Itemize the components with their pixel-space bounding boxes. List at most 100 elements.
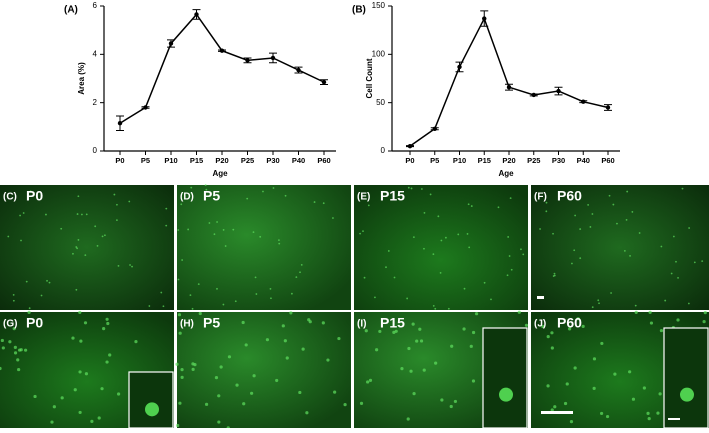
cell	[285, 356, 289, 360]
cell	[313, 201, 316, 203]
cell	[374, 296, 376, 299]
cell	[407, 186, 410, 189]
data-point	[270, 55, 276, 61]
data-point	[321, 79, 327, 85]
cell	[105, 317, 109, 321]
panel-age: P15	[380, 315, 405, 331]
cell	[466, 233, 469, 235]
cell	[17, 367, 21, 372]
cell	[688, 227, 691, 229]
cell	[598, 302, 600, 305]
data-point	[219, 48, 225, 53]
cell	[418, 327, 422, 331]
scale-bar	[668, 418, 680, 420]
cell	[252, 374, 256, 378]
cell	[676, 318, 680, 322]
cell	[550, 408, 554, 412]
panel-age: P5	[203, 315, 220, 331]
cell	[191, 307, 194, 310]
panel-letter: (D)	[180, 192, 194, 203]
cell	[305, 411, 309, 415]
cell	[550, 331, 554, 335]
cell	[599, 411, 604, 416]
panel-letter: (H)	[180, 319, 194, 330]
cell	[563, 401, 568, 406]
cell	[281, 324, 285, 328]
cell	[420, 188, 423, 190]
cell	[322, 202, 325, 205]
cell	[23, 348, 28, 352]
cell	[646, 411, 650, 415]
cell	[222, 303, 225, 306]
cell	[412, 392, 416, 396]
cell	[12, 299, 15, 302]
cell	[190, 186, 193, 189]
cell	[608, 194, 611, 197]
cell	[50, 420, 54, 424]
cell	[8, 340, 12, 344]
x-tick-label: P10	[164, 156, 177, 165]
cell	[79, 339, 83, 343]
cell	[269, 287, 272, 290]
cell	[298, 390, 302, 395]
cell	[191, 362, 195, 366]
cell	[48, 281, 51, 284]
cell	[634, 304, 637, 307]
cell	[84, 254, 87, 256]
data-point	[581, 99, 586, 104]
cell	[94, 225, 97, 228]
cell	[600, 341, 604, 346]
cell	[73, 388, 77, 392]
panel-age: P60	[557, 315, 582, 331]
inset-cell	[145, 402, 159, 417]
cell	[187, 228, 190, 231]
inset	[128, 371, 174, 429]
cell	[290, 292, 293, 295]
cell	[440, 398, 444, 402]
cell	[623, 249, 626, 252]
cell	[656, 411, 660, 415]
cell	[213, 233, 216, 236]
cell	[628, 370, 632, 374]
cell	[219, 365, 223, 369]
cell	[78, 310, 82, 315]
panel-age: P60	[557, 188, 582, 204]
cell	[12, 293, 15, 296]
data-point	[117, 121, 123, 126]
cell	[1, 346, 5, 350]
cell	[265, 338, 270, 342]
panel-letter: (F)	[534, 192, 547, 203]
panel-label: (B)	[352, 5, 366, 16]
cell	[687, 302, 690, 305]
cell	[375, 348, 379, 352]
cell	[520, 248, 522, 251]
cell	[434, 361, 438, 365]
cell	[76, 247, 79, 250]
cell	[326, 358, 330, 362]
cell	[629, 254, 631, 257]
cell	[40, 294, 43, 297]
cell	[573, 366, 577, 370]
cell	[116, 392, 121, 396]
cell	[180, 203, 183, 206]
cell	[235, 383, 239, 387]
micrograph	[0, 185, 174, 310]
cell	[592, 357, 597, 361]
cell	[419, 339, 424, 343]
cell	[0, 366, 2, 371]
cell	[453, 399, 458, 404]
cell	[411, 322, 415, 326]
cell	[160, 291, 163, 294]
cell	[634, 310, 638, 314]
cell	[638, 232, 641, 234]
cell	[113, 193, 116, 196]
cell	[363, 276, 366, 279]
cell	[393, 276, 396, 279]
cell	[75, 246, 78, 248]
cell	[406, 417, 410, 421]
cell	[434, 307, 437, 310]
panel-age: P5	[203, 188, 220, 204]
cell	[406, 297, 409, 300]
cell	[444, 236, 447, 239]
cell	[333, 390, 337, 394]
